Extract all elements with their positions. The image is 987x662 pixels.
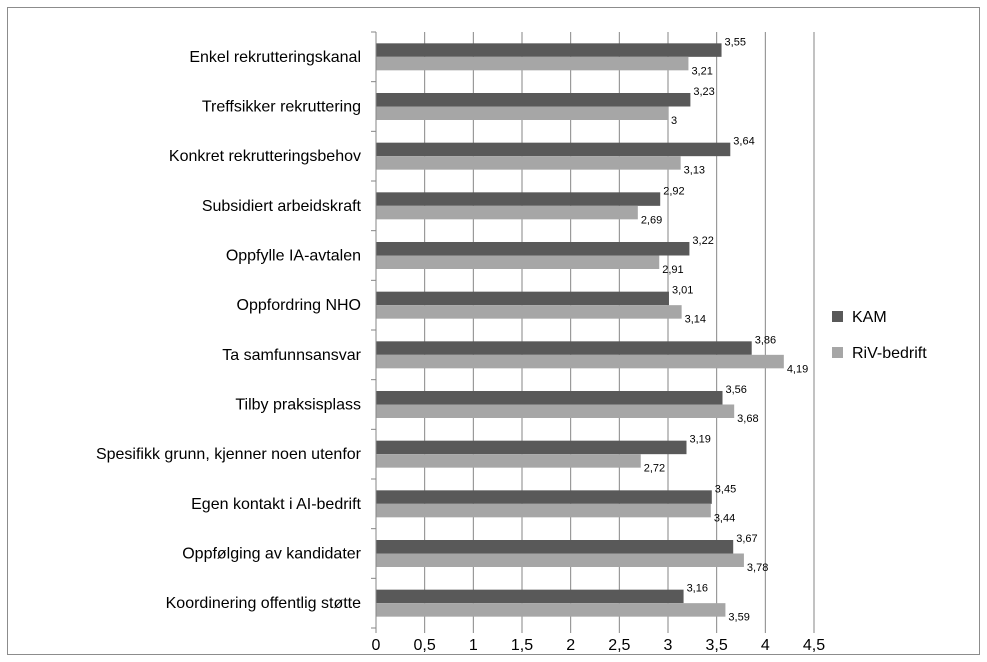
- data-label: 3,21: [691, 65, 712, 77]
- category-label: Treffsikker rekruttering: [202, 99, 361, 116]
- data-label: 3,67: [736, 533, 757, 545]
- bar-kam: [376, 440, 687, 455]
- x-tick-label: 3,5: [706, 637, 728, 654]
- bar-kam: [376, 142, 731, 157]
- data-label: 2,72: [644, 463, 665, 475]
- category-label: Konkret rekrutteringsbehov: [169, 148, 361, 165]
- category-label: Tilby praksisplass: [235, 397, 361, 414]
- category-label: Ta samfunnsansvar: [222, 347, 361, 364]
- category-label: Enkel rekrutteringskanal: [189, 49, 361, 66]
- bar-riv-bedrift: [376, 354, 784, 369]
- data-label: 3,23: [693, 86, 714, 98]
- legend: KAM RiV-bedrift: [832, 309, 927, 362]
- data-label: 3,01: [672, 285, 693, 297]
- data-label: 3,86: [755, 334, 776, 346]
- x-tick-label: 2,5: [608, 637, 630, 654]
- x-tick-label: 0,5: [414, 637, 436, 654]
- category-label: Koordinering offentlig støtte: [166, 595, 361, 612]
- bar-kam: [376, 589, 684, 604]
- bar-riv-bedrift: [376, 305, 682, 319]
- labels: 0 0,5 1 1,5 2 2,5 3 3,5 4 4,5 Enkel rekrutteringsk…: [96, 36, 825, 654]
- data-label: 3,56: [726, 384, 747, 396]
- bar-riv-bedrift: [376, 404, 735, 418]
- x-tick-label: 3: [664, 637, 673, 654]
- bars: [376, 43, 784, 617]
- bar-riv-bedrift: [376, 553, 744, 567]
- data-label: 3,14: [685, 314, 706, 326]
- bar-riv-bedrift: [376, 503, 711, 518]
- x-tick-label: 4,5: [803, 637, 825, 654]
- data-label: 3,22: [692, 235, 713, 247]
- category-label: Oppfølging av kandidater: [182, 546, 361, 563]
- bar-kam: [376, 490, 712, 504]
- bar-kam: [376, 540, 734, 554]
- x-tick-label: 1,5: [511, 637, 533, 654]
- data-label: 3,45: [715, 483, 736, 495]
- bar-kam: [376, 341, 752, 355]
- data-label: 3,19: [689, 434, 710, 446]
- bar-riv-bedrift: [376, 255, 660, 269]
- data-label: 3,13: [684, 165, 705, 177]
- category-label: Oppfordring NHO: [237, 297, 362, 314]
- data-label: 3,44: [714, 512, 735, 524]
- bar-kam: [376, 291, 669, 306]
- x-tick-label: 4: [761, 637, 770, 654]
- legend-swatch-riv-bedrift: [832, 347, 843, 358]
- category-label: Subsidiert arbeidskraft: [202, 198, 362, 215]
- data-label: 3,68: [737, 413, 758, 425]
- data-label: 2,92: [663, 185, 684, 197]
- grid-lines: [424, 32, 815, 628]
- bar-riv-bedrift: [376, 603, 726, 617]
- data-label: 3,55: [725, 36, 746, 48]
- data-label: 3,59: [728, 612, 749, 624]
- data-label: 2,91: [662, 264, 683, 276]
- bar-riv-bedrift: [376, 454, 641, 468]
- axes: [371, 31, 815, 633]
- bar-kam: [376, 93, 691, 107]
- bar-kam: [376, 192, 661, 206]
- category-label: Egen kontakt i AI-bedrift: [191, 496, 361, 513]
- data-label: 3,78: [747, 562, 768, 574]
- bar-riv-bedrift: [376, 106, 668, 120]
- data-label: 2,69: [641, 214, 662, 226]
- x-tick-label: 2: [566, 637, 575, 654]
- data-label: 3,64: [733, 136, 754, 148]
- bar-riv-bedrift: [376, 156, 681, 170]
- legend-swatch-kam: [832, 311, 843, 322]
- legend-label: KAM: [852, 309, 887, 326]
- category-label: Oppfylle IA-avtalen: [226, 248, 361, 265]
- bar-riv-bedrift: [376, 205, 638, 220]
- legend-label: RiV-bedrift: [852, 345, 927, 362]
- data-label: 3,16: [687, 583, 708, 595]
- bar-riv-bedrift: [376, 56, 689, 71]
- category-label: Spesifikk grunn, kjenner noen utenfor: [96, 446, 362, 463]
- x-tick-label: 1: [469, 637, 478, 654]
- x-tick-label: 0: [372, 637, 381, 654]
- bar-kam: [376, 242, 690, 256]
- data-label: 4,19: [787, 363, 808, 375]
- data-label: 3: [671, 115, 677, 127]
- bar-kam: [376, 43, 722, 57]
- bar-kam: [376, 391, 723, 405]
